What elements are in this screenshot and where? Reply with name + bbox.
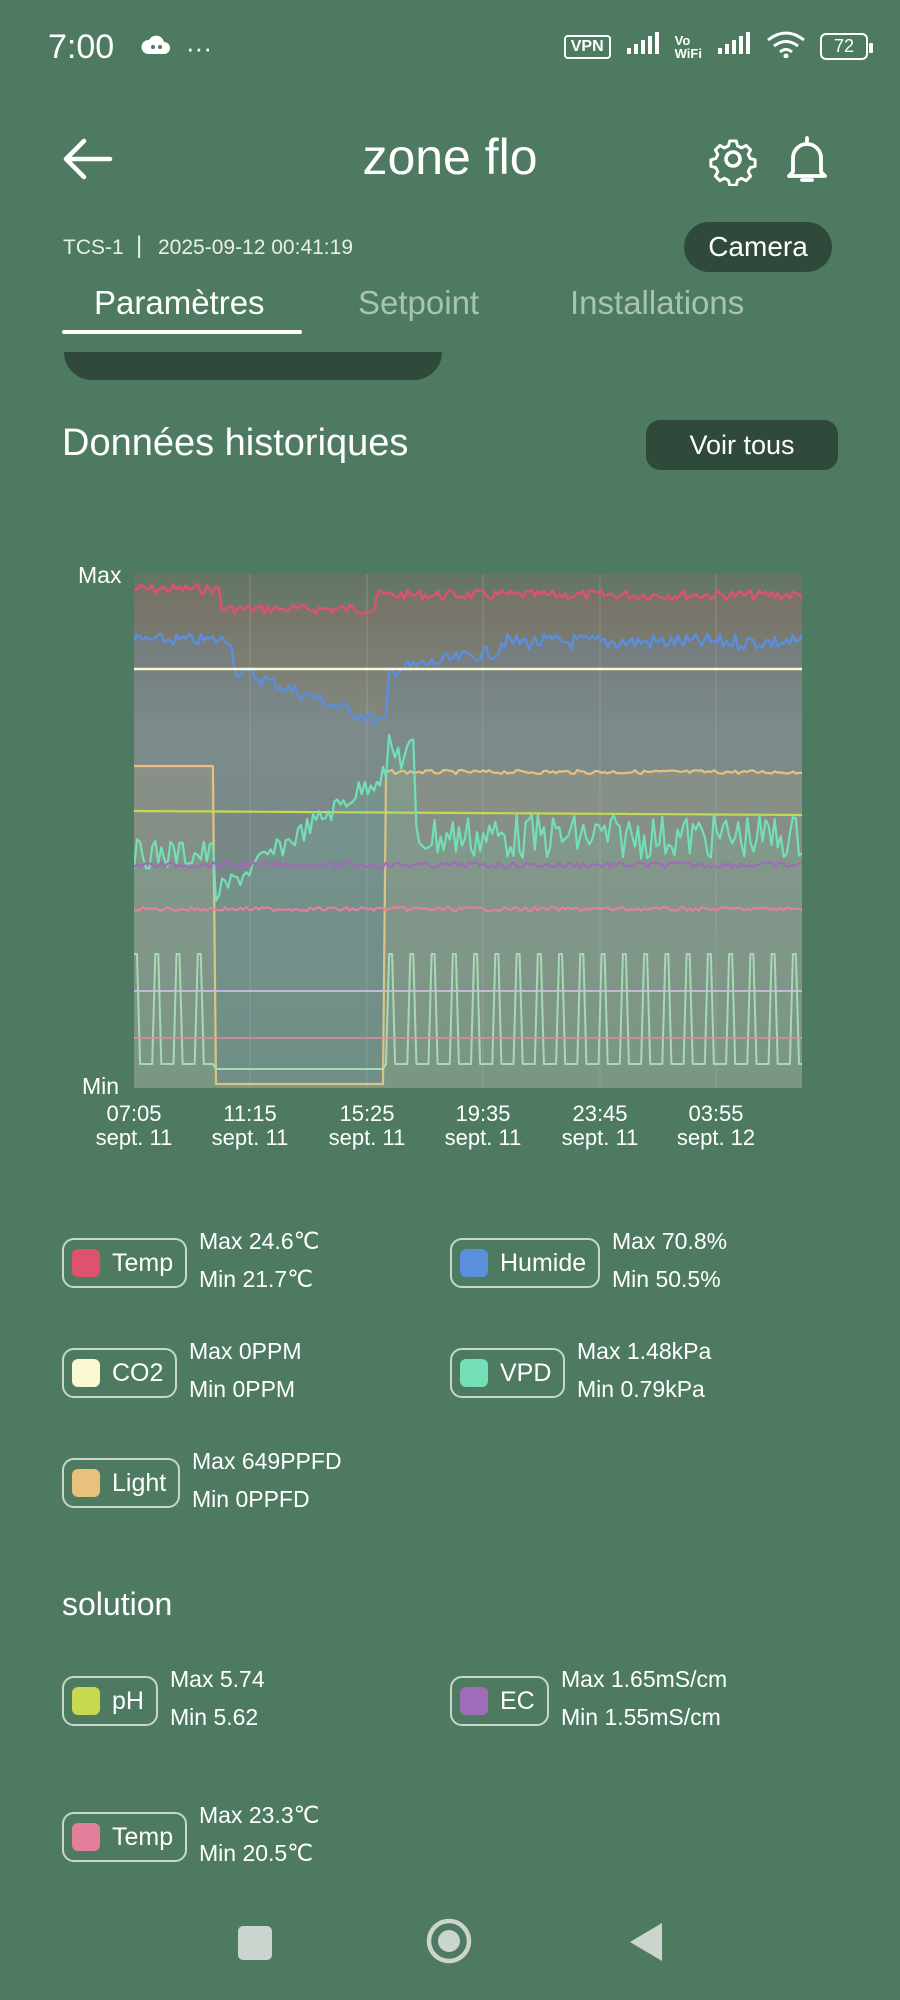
device-timestamp: 2025-09-12 00:41:19: [158, 236, 353, 259]
tab-setpoint[interactable]: Setpoint: [358, 284, 480, 321]
x-tick-label: 23:45 sept. 11: [561, 1101, 639, 1150]
pulse-series-line: [134, 953, 802, 1070]
solution-title: solution: [62, 1586, 173, 1622]
axis-min-label: Min: [82, 1073, 120, 1099]
vpd-series-line: [134, 733, 802, 902]
arrow-left-icon: [63, 138, 113, 180]
recents-button[interactable]: [238, 1926, 272, 1960]
legend-swatch: [460, 1359, 488, 1387]
legend-label: EC: [500, 1686, 535, 1715]
x-tick-label: 03:55 sept. 12: [676, 1101, 756, 1150]
legend-swatch: [72, 1823, 100, 1851]
legend-chip-temp[interactable]: Temp: [62, 1812, 188, 1862]
tab-installations[interactable]: Installations: [570, 284, 745, 321]
active-tab-indicator: [62, 330, 302, 334]
legend-minmax: Max 1.65mS/cm Min 1.55mS/cm: [561, 1666, 728, 1730]
cloud-icon: [140, 32, 172, 65]
x-tick-label: 19:35 sept. 11: [444, 1101, 522, 1150]
gear-icon: [709, 139, 757, 187]
legend-chip-light[interactable]: Light: [62, 1458, 181, 1508]
view-all-button[interactable]: Voir tous: [646, 420, 838, 470]
legend-chip-temp[interactable]: Temp: [62, 1238, 188, 1288]
axis-max-label: Max: [78, 562, 122, 588]
page-title: zone flo: [362, 129, 538, 185]
legend-swatch: [72, 1687, 100, 1715]
legend-label: CO2: [112, 1358, 164, 1387]
legend-label: VPD: [500, 1358, 552, 1387]
circle-home-icon: [426, 1918, 472, 1964]
legend-label: pH: [112, 1686, 144, 1715]
status-left-icons: ···: [140, 32, 212, 65]
legend-chip-humide[interactable]: Humide: [450, 1238, 601, 1288]
chart-series: [134, 583, 802, 1088]
humide-series-area: [134, 634, 802, 1088]
history-title: Données historiques: [62, 422, 409, 464]
signal-icon: [625, 32, 661, 61]
legend-label: Temp: [112, 1248, 174, 1277]
legend-swatch: [72, 1469, 100, 1497]
triangle-back-icon: [630, 1923, 662, 1961]
back-button[interactable]: [60, 132, 114, 186]
tab-parametres[interactable]: Paramètres: [94, 284, 265, 321]
notifications-button[interactable]: [780, 132, 834, 186]
legend-swatch: [72, 1249, 100, 1277]
status-time: 7:00: [48, 28, 115, 66]
legend-label: Light: [112, 1468, 167, 1497]
device-id: TCS-1: [63, 236, 124, 259]
settings-button[interactable]: [706, 132, 760, 187]
x-tick-label: 07:05 sept. 11: [95, 1101, 173, 1150]
wifi-icon: [766, 30, 806, 63]
legend-chip-vpd[interactable]: VPD: [450, 1348, 566, 1398]
legend-minmax: Max 24.6℃ Min 21.7℃: [199, 1228, 320, 1292]
ph-series-line: [134, 809, 802, 817]
device-separator: |: [136, 232, 143, 259]
legend-swatch: [72, 1359, 100, 1387]
vowifi-indicator: Vo WiFi: [674, 32, 702, 61]
x-tick-label: 15:25 sept. 11: [328, 1101, 406, 1150]
legend-minmax: Max 0PPM Min 0PPM: [189, 1338, 302, 1402]
temp-series-area: [134, 584, 802, 1088]
camera-button[interactable]: Camera: [684, 222, 832, 272]
legend-label: Temp: [112, 1822, 174, 1851]
home-button[interactable]: [426, 1918, 472, 1964]
battery-indicator: 72: [819, 33, 874, 60]
signal-icon-2: [716, 32, 752, 61]
more-dots-icon: ···: [186, 33, 212, 63]
vpn-badge: VPN: [563, 34, 611, 59]
legend-minmax: Max 5.74 Min 5.62: [170, 1666, 265, 1730]
light-series-line: [134, 764, 802, 1086]
solution-temp-series-line: [134, 905, 802, 913]
ec-series-line: [134, 860, 802, 869]
legend-minmax: Max 649PPFD Min 0PPFD: [192, 1448, 342, 1512]
legend-label: Humide: [500, 1248, 587, 1277]
status-right: VPN Vo WiFi 72: [563, 30, 874, 63]
system-back-button[interactable]: [626, 1920, 666, 1964]
vpd-series-area: [134, 735, 802, 1088]
legend-minmax: Max 23.3℃ Min 20.5℃: [199, 1802, 320, 1866]
legend-chip-ec[interactable]: EC: [450, 1676, 549, 1726]
legend-minmax: Max 1.48kPa Min 0.79kPa: [577, 1338, 712, 1402]
bell-icon: [787, 136, 827, 182]
x-tick-label: 11:15 sept. 11: [211, 1101, 289, 1150]
temp-series-line: [134, 583, 802, 616]
legend-swatch: [460, 1687, 488, 1715]
history-chart[interactable]: [134, 574, 802, 1088]
legend-swatch: [460, 1249, 488, 1277]
card-edge: [64, 352, 442, 380]
legend-minmax: Max 70.8% Min 50.5%: [612, 1228, 728, 1292]
legend-chip-ph[interactable]: pH: [62, 1676, 158, 1726]
legend-chip-co2[interactable]: CO2: [62, 1348, 178, 1398]
